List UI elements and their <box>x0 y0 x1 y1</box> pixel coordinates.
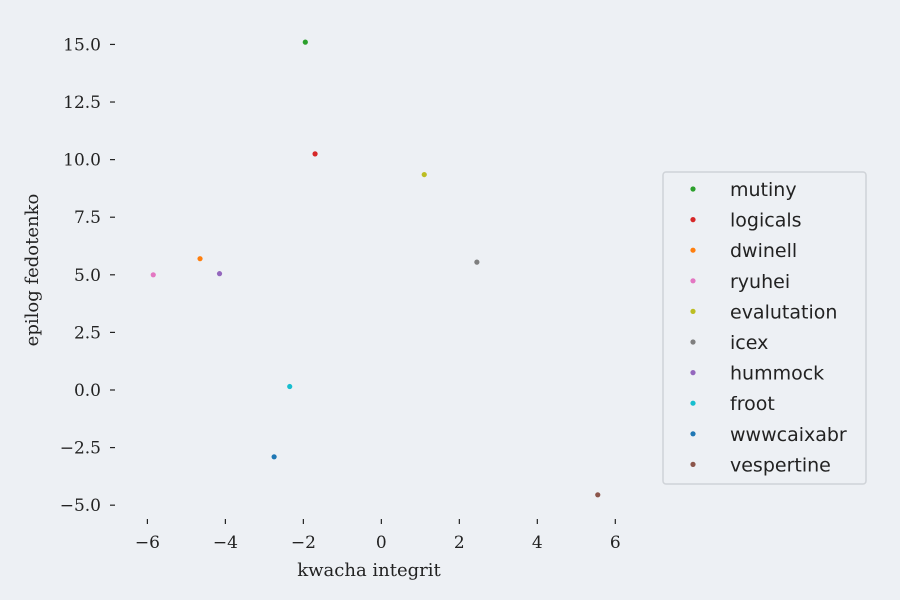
y-tick-label: 12.5 <box>63 93 101 113</box>
y-tick-label: 2.5 <box>74 323 101 343</box>
legend-label: logicals <box>730 210 802 232</box>
y-tick-label: 10.0 <box>63 151 101 171</box>
legend-marker-froot <box>690 400 696 406</box>
x-tick-label: 4 <box>532 533 543 553</box>
legend-label: ryuhei <box>730 271 790 293</box>
y-tick-label: −5.0 <box>60 496 101 516</box>
data-point-vespertine <box>595 492 601 498</box>
legend-label: mutiny <box>730 179 797 201</box>
x-tick-label: −6 <box>135 533 160 553</box>
legend-marker-vespertine <box>690 461 696 467</box>
legend-marker-hummock <box>690 370 696 376</box>
legend-box <box>662 171 867 485</box>
legend-label: dwinell <box>730 240 797 262</box>
legend-marker-evalutation <box>690 308 696 314</box>
legend-marker-wwwcaixabr <box>690 431 696 437</box>
x-tick-label: −2 <box>291 533 316 553</box>
y-tick-label: 0.0 <box>74 381 101 401</box>
x-axis-title: kwacha integrit <box>297 560 441 581</box>
y-axis: −5.0 −2.5 0.0 2.5 5.0 7.5 10.0 12.5 15.0 <box>60 35 115 516</box>
data-point-wwwcaixabr <box>271 454 277 460</box>
data-point-mutiny <box>302 39 308 45</box>
data-point-icex <box>474 259 480 265</box>
y-axis-title: epilog fedotenko <box>22 194 43 347</box>
x-axis: −6 −4 −2 0 2 4 6 <box>135 519 621 553</box>
legend-marker-ryuhei <box>690 278 696 284</box>
legend: mutiny logicals dwinell ryuhei evalutation ic… <box>662 171 867 485</box>
legend-marker-icex <box>690 339 696 345</box>
data-point-ryuhei <box>150 272 156 278</box>
legend-label: wwwcaixabr <box>730 424 847 446</box>
x-tick-label: 6 <box>610 533 621 553</box>
legend-marker-mutiny <box>690 186 696 192</box>
y-tick-label: −2.5 <box>60 439 101 459</box>
legend-marker-dwinell <box>690 247 696 253</box>
data-point-hummock <box>216 271 223 277</box>
legend-label: evalutation <box>730 301 837 323</box>
legend-label: vespertine <box>730 454 831 476</box>
legend-label: icex <box>730 332 768 354</box>
y-tick-label: 7.5 <box>74 208 101 228</box>
legend-marker-logicals <box>690 217 696 223</box>
x-tick-label: 0 <box>376 533 387 553</box>
legend-label: hummock <box>730 363 824 385</box>
data-point-logicals <box>312 151 318 157</box>
y-tick-label: 5.0 <box>74 266 101 286</box>
legend-label: froot <box>730 393 775 415</box>
y-tick-label: 15.0 <box>63 35 101 55</box>
data-point-evalutation <box>421 171 427 178</box>
data-point-dwinell <box>197 256 203 262</box>
x-tick-label: −4 <box>213 533 238 553</box>
x-tick-label: 2 <box>454 533 465 553</box>
data-point-froot <box>287 383 293 390</box>
data-points <box>150 39 601 498</box>
